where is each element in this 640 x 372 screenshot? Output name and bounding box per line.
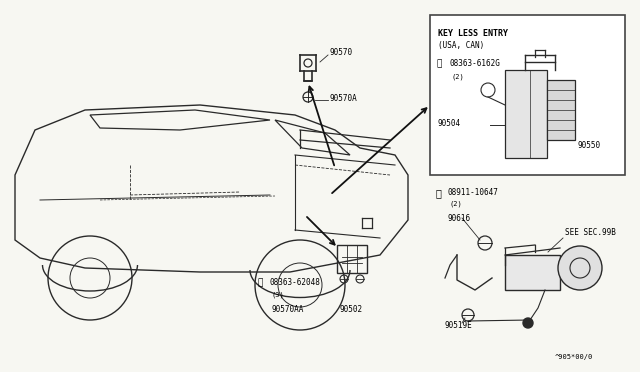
Text: 90550: 90550 <box>578 141 601 150</box>
Text: 90502: 90502 <box>340 305 363 314</box>
Text: Ⓢ: Ⓢ <box>437 59 442 68</box>
Text: 90504: 90504 <box>438 119 461 128</box>
Text: (3): (3) <box>272 292 285 298</box>
Text: 90570AA: 90570AA <box>272 305 305 314</box>
Text: 08363-62048: 08363-62048 <box>270 278 321 287</box>
Bar <box>505 70 547 158</box>
Text: 90570: 90570 <box>330 48 353 57</box>
Text: 90570A: 90570A <box>330 93 358 103</box>
Text: ^905*00/0: ^905*00/0 <box>555 354 593 360</box>
Text: 90616: 90616 <box>448 214 471 222</box>
Text: 90519E: 90519E <box>445 321 473 330</box>
Bar <box>337 245 367 273</box>
Text: Ⓝ: Ⓝ <box>436 188 442 198</box>
Circle shape <box>558 246 602 290</box>
Text: (USA, CAN): (USA, CAN) <box>438 41 484 50</box>
Circle shape <box>523 318 533 328</box>
Text: 08363-6162G: 08363-6162G <box>450 59 501 68</box>
Text: (2): (2) <box>450 200 463 206</box>
Text: (2): (2) <box>452 73 465 80</box>
Text: SEE SEC.99B: SEE SEC.99B <box>565 228 616 237</box>
Text: Ⓢ: Ⓢ <box>258 278 264 287</box>
Text: 08911-10647: 08911-10647 <box>448 188 499 197</box>
Text: KEY LESS ENTRY: KEY LESS ENTRY <box>438 29 508 38</box>
Bar <box>430 15 625 175</box>
Bar <box>547 80 575 140</box>
Bar <box>505 255 560 290</box>
